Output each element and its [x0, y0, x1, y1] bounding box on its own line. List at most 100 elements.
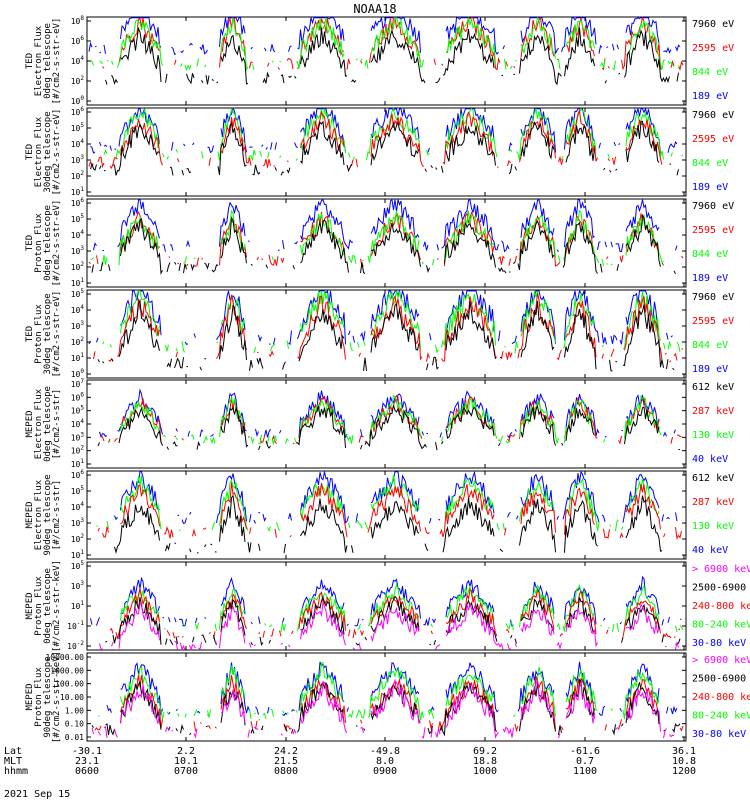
legend-entry: 2595 eV — [692, 225, 734, 236]
series-trace — [97, 661, 672, 721]
y-tick-label: 102 — [71, 261, 85, 272]
y-axis-label-line: Proton Flux — [34, 576, 44, 636]
time-axis-tick-label: 21.5 — [274, 756, 298, 767]
time-axis-row-label: hhmm — [4, 766, 28, 777]
panel-7: MEPED Proton Flux 0deg telescope [#/cm2-s-s… — [25, 560, 750, 652]
y-axis-label-line: 90deg telescope — [43, 474, 53, 555]
legend: 612 keV 287 keV 130 keV 40 keV — [692, 382, 734, 465]
y-axis-label: MEPED Proton Flux 0deg telescope [#/cm2-s-s… — [25, 560, 62, 652]
legend: 7960 eV 2595 eV 844 eV 189 eV — [692, 110, 734, 193]
series-trace — [88, 210, 684, 268]
legend-entry: 189 eV — [692, 182, 728, 193]
y-tick-label: 108 — [71, 15, 85, 26]
y-tick-label: 103 — [71, 245, 85, 256]
legend-entry: 30-80 keV — [692, 638, 746, 649]
legend-entry: 612 keV — [692, 382, 734, 393]
legend-entry: 287 keV — [692, 497, 734, 508]
series-trace — [89, 18, 683, 54]
y-axis-label-line: [#/cm2-s-str-eV] — [52, 18, 62, 105]
y-tick-label: 101 — [71, 549, 85, 560]
legend-entry: 287 keV — [692, 406, 734, 417]
panel-5: MEPED Electron Flux 0deg telescope [#/cm2-s… — [25, 378, 734, 469]
legend-entry: 844 eV — [692, 67, 728, 78]
series-trace — [93, 293, 684, 363]
y-tick-label: 104 — [71, 55, 85, 66]
y-axis-label: MEPED Electron Flux 0deg telescope [#/cm2-s… — [25, 386, 62, 462]
legend-entry: 2595 eV — [692, 316, 734, 327]
y-tick-label: 107 — [71, 378, 85, 389]
panel-3: TED Proton Flux 0deg telescope [#/cm2-s-str… — [25, 197, 734, 288]
date-label: 2021 Sep 15 — [4, 789, 70, 800]
panel-frame — [86, 652, 687, 742]
y-tick-label: 106 — [71, 469, 85, 480]
legend: > 6900 keV 2500-6900 240-800 keV 80-240 keV… — [692, 564, 750, 649]
y-tick-label: 106 — [71, 106, 85, 117]
y-tick-label: 103 — [71, 320, 85, 331]
y-axis-label-line: Electron Flux — [34, 25, 44, 96]
y-axis-label-line: [#/cm2-s-str-eV] — [52, 291, 62, 378]
legend-entry: 40 keV — [692, 545, 728, 556]
legend-entry: 7960 eV — [692, 110, 734, 121]
y-tick-label: 100 — [71, 95, 85, 106]
legend-entry: 2500-6900 — [692, 583, 746, 594]
y-tick-label: 102 — [71, 75, 85, 86]
y-tick-label: 102 — [71, 336, 85, 347]
series-trace — [91, 678, 681, 737]
y-tick-label: 102 — [71, 170, 85, 181]
legend-entry: 40 keV — [692, 454, 728, 465]
y-axis-label-line: 30deg telescope — [43, 293, 53, 374]
panel-frame — [86, 198, 687, 288]
y-axis-label-line: Proton Flux — [34, 213, 44, 273]
y-axis-label-line: Electron Flux — [34, 479, 44, 550]
time-axis-tick-label: 1100 — [573, 766, 597, 777]
y-tick-label: 105 — [71, 560, 85, 571]
y-axis-label-line: 30deg telescope — [43, 111, 53, 192]
time-axis-tick-label: 0600 — [75, 766, 99, 777]
y-axis-label-line: TED — [25, 144, 35, 160]
y-axis-label-line: 0deg telescope — [43, 23, 53, 99]
time-axis-tick-label: 24.2 — [274, 746, 298, 757]
time-axis-tick-label: 1200 — [672, 766, 696, 777]
y-axis-label-line: [#/cm2-s-str-eV] — [52, 200, 62, 287]
legend-entry: 240-800 keV — [692, 601, 750, 612]
y-axis-label-line: TED — [25, 235, 35, 251]
time-axis-tick-label: 0900 — [373, 766, 397, 777]
y-tick-label: 101 — [71, 600, 85, 611]
y-tick-label: 106 — [71, 197, 85, 208]
legend-entry: 7960 eV — [692, 292, 734, 303]
y-tick-label: 105 — [71, 288, 85, 299]
y-axis-label-line: [#/cm2-s-str-keV] — [52, 560, 62, 652]
y-tick-label: 103 — [71, 154, 85, 165]
legend: > 6900 keV 2500-6900 240-800 keV 80-240 keV… — [692, 655, 750, 740]
figure-title: NOAA18 — [353, 2, 396, 16]
panel-4: TED Proton Flux 30deg telescope [#/cm2-s-st… — [25, 288, 734, 379]
panel-frame — [86, 289, 687, 379]
y-tick-label: 104 — [71, 304, 85, 315]
y-axis-label: TED Proton Flux 0deg telescope [#/cm2-s-str… — [25, 200, 62, 287]
y-tick-label: 105 — [71, 122, 85, 133]
time-axis-tick-label: 8.0 — [376, 756, 394, 767]
time-axis-tick-label: 0700 — [174, 766, 198, 777]
series-trace — [105, 595, 681, 646]
y-tick-label: 101 — [71, 186, 85, 197]
time-axis-tick-label: 69.2 — [473, 746, 497, 757]
series-trace — [98, 301, 682, 371]
legend-entry: 80-240 keV — [692, 620, 750, 631]
time-axis-tick-label: -30.1 — [72, 746, 102, 757]
legend-entry: 7960 eV — [692, 19, 734, 30]
series-trace — [115, 496, 681, 553]
y-axis-label-line: Electron Flux — [34, 116, 44, 187]
legend-entry: 240-800 keV — [692, 692, 750, 703]
y-axis-label: MEPED Proton Flux 90deg telescope [#/cm2-s-… — [25, 651, 62, 743]
y-tick-label: 0.10 — [65, 720, 84, 729]
panel-frame — [86, 379, 687, 469]
time-axis-tick-label: 0.7 — [576, 756, 594, 767]
time-axis-tick-label: 1000 — [473, 766, 497, 777]
y-tick-label: 1.00 — [65, 706, 84, 715]
time-axis-tick-label: 36.1 — [672, 746, 696, 757]
y-axis-label-line: 0deg telescope — [43, 205, 53, 281]
time-axis-tick-label: 18.8 — [473, 756, 497, 767]
y-tick-label: 106 — [71, 391, 85, 402]
legend-entry: 612 keV — [692, 473, 734, 484]
